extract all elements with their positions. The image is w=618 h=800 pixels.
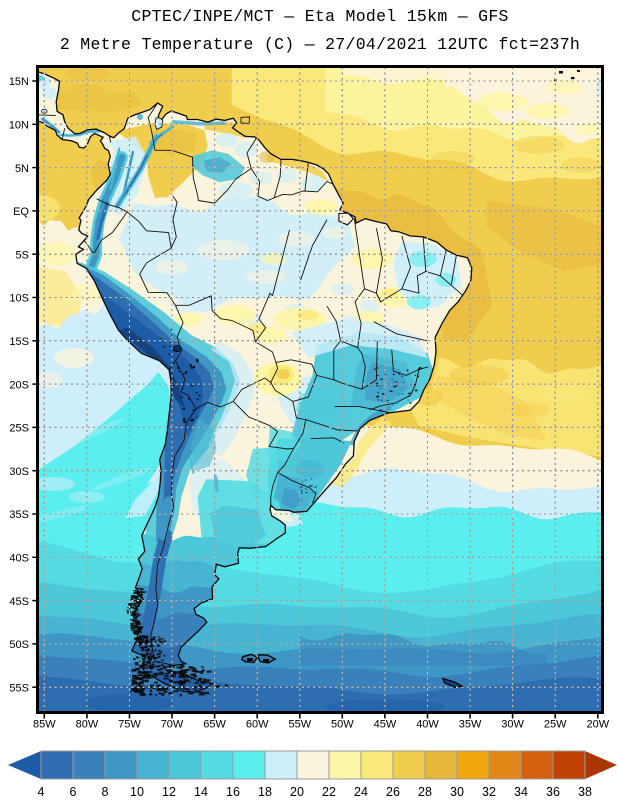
svg-text:30W: 30W xyxy=(501,719,524,731)
svg-text:30: 30 xyxy=(450,785,464,799)
svg-text:16: 16 xyxy=(226,785,240,799)
svg-text:45W: 45W xyxy=(374,719,397,731)
svg-text:5S: 5S xyxy=(16,249,29,261)
svg-text:20: 20 xyxy=(290,785,304,799)
svg-text:32: 32 xyxy=(482,785,496,799)
svg-text:8: 8 xyxy=(102,785,109,799)
svg-text:10: 10 xyxy=(130,785,144,799)
svg-text:26: 26 xyxy=(386,785,400,799)
svg-text:28: 28 xyxy=(418,785,432,799)
svg-text:10S: 10S xyxy=(9,293,29,305)
svg-text:30S: 30S xyxy=(9,466,29,478)
svg-text:60W: 60W xyxy=(246,719,269,731)
svg-text:65W: 65W xyxy=(203,719,226,731)
svg-text:50S: 50S xyxy=(9,639,29,651)
svg-text:18: 18 xyxy=(258,785,272,799)
svg-text:10N: 10N xyxy=(9,120,29,132)
svg-text:20W: 20W xyxy=(586,719,609,731)
svg-text:5N: 5N xyxy=(15,163,29,175)
svg-text:24: 24 xyxy=(354,785,368,799)
svg-text:80W: 80W xyxy=(76,719,99,731)
svg-text:70W: 70W xyxy=(161,719,184,731)
svg-text:85W: 85W xyxy=(33,719,56,731)
svg-text:12: 12 xyxy=(162,785,176,799)
svg-text:45S: 45S xyxy=(9,596,29,608)
svg-text:EQ: EQ xyxy=(13,206,29,218)
svg-text:20S: 20S xyxy=(9,379,29,391)
svg-text:4: 4 xyxy=(38,785,45,799)
svg-text:CPTEC/INPE/MCT — Eta Model 15: CPTEC/INPE/MCT — Eta Model 15km — GFS xyxy=(131,7,508,26)
svg-text:75W: 75W xyxy=(118,719,141,731)
svg-text:38: 38 xyxy=(578,785,592,799)
svg-text:15N: 15N xyxy=(9,76,29,88)
svg-text:22: 22 xyxy=(322,785,336,799)
svg-text:55S: 55S xyxy=(9,682,29,694)
svg-text:36: 36 xyxy=(546,785,560,799)
svg-text:6: 6 xyxy=(70,785,77,799)
svg-text:34: 34 xyxy=(514,785,528,799)
svg-text:50W: 50W xyxy=(331,719,354,731)
svg-text:35S: 35S xyxy=(9,509,29,521)
svg-text:40W: 40W xyxy=(416,719,439,731)
svg-text:55W: 55W xyxy=(288,719,311,731)
svg-text:25W: 25W xyxy=(544,719,567,731)
svg-text:40S: 40S xyxy=(9,553,29,565)
svg-text:2 Metre Temperature (C) — 27/0: 2 Metre Temperature (C) — 27/04/2021 12U… xyxy=(60,35,580,54)
svg-text:14: 14 xyxy=(194,785,208,799)
svg-text:35W: 35W xyxy=(459,719,482,731)
svg-text:25S: 25S xyxy=(9,423,29,435)
svg-text:15S: 15S xyxy=(9,336,29,348)
